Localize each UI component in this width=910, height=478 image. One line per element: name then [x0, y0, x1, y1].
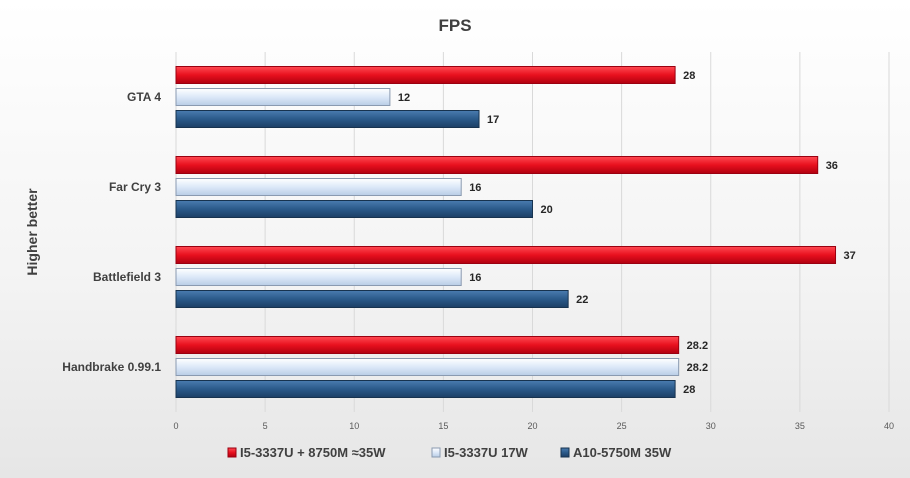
- bar: [175, 268, 462, 286]
- data-label: 28.2: [687, 340, 708, 352]
- bar: [175, 380, 676, 398]
- x-tick-label: 30: [706, 421, 716, 431]
- data-label: 22: [576, 294, 588, 306]
- bar: [175, 178, 462, 196]
- legend-swatch: [560, 447, 570, 458]
- legend-label: I5-3337U + 8750M ≈35W: [240, 445, 386, 460]
- data-label: 28.2: [687, 362, 708, 374]
- x-tick-label: 20: [527, 421, 537, 431]
- legend-label: I5-3337U 17W: [444, 445, 529, 460]
- x-tick-label: 0: [173, 421, 178, 431]
- x-tick-label: 15: [438, 421, 448, 431]
- bar: [175, 246, 837, 264]
- bar: [175, 290, 569, 308]
- bar: [175, 336, 680, 354]
- data-label: 16: [469, 182, 481, 194]
- data-label: 16: [469, 272, 481, 284]
- data-label: 37: [844, 250, 856, 262]
- data-label: 28: [683, 70, 695, 82]
- data-label: 36: [826, 160, 838, 172]
- bar: [175, 66, 676, 84]
- legend-swatch: [227, 447, 237, 458]
- category-label: GTA 4: [127, 90, 161, 104]
- category-label: Battlefield 3: [93, 270, 161, 284]
- bar: [175, 88, 391, 106]
- category-label: Handbrake 0.99.1: [62, 360, 161, 374]
- x-tick-label: 25: [617, 421, 627, 431]
- legend-label: A10-5750M 35W: [573, 445, 672, 460]
- x-tick-label: 35: [795, 421, 805, 431]
- bar: [175, 110, 480, 128]
- bar: [175, 200, 533, 218]
- chart-title: FPS: [438, 16, 471, 35]
- x-tick-label: 40: [884, 421, 894, 431]
- data-label: 20: [541, 204, 553, 216]
- bar: [175, 156, 819, 174]
- data-label: 12: [398, 92, 410, 104]
- x-tick-label: 5: [263, 421, 268, 431]
- y-axis-label: Higher better: [24, 188, 40, 276]
- category-label: Far Cry 3: [109, 180, 161, 194]
- data-label: 17: [487, 114, 499, 126]
- legend-swatch: [431, 447, 441, 458]
- x-tick-label: 10: [349, 421, 359, 431]
- bar: [175, 358, 680, 376]
- data-label: 28: [683, 384, 695, 396]
